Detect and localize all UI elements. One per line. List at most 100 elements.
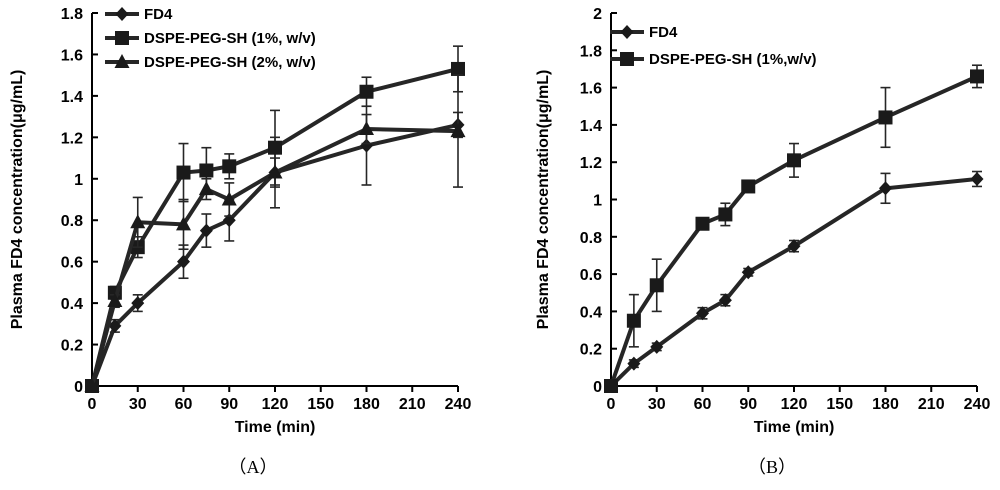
data-point bbox=[695, 216, 710, 231]
data-point bbox=[199, 223, 213, 238]
data-point bbox=[360, 138, 373, 153]
legend-label: DSPE-PEG-SH (1%,w/v) bbox=[649, 51, 817, 68]
data-series bbox=[84, 74, 466, 392]
data-point bbox=[741, 179, 756, 194]
legend-label: FD4 bbox=[144, 6, 173, 23]
series-line bbox=[609, 176, 978, 388]
data-point bbox=[107, 293, 123, 308]
x-tick-label: 30 bbox=[648, 396, 666, 413]
x-tick-label: 90 bbox=[220, 396, 238, 413]
y-tick-label: 1.2 bbox=[580, 155, 602, 172]
data-point bbox=[199, 163, 214, 178]
y-tick-label: 0.2 bbox=[61, 338, 83, 355]
data-point bbox=[718, 207, 733, 222]
y-tick-label: 0.6 bbox=[61, 255, 83, 272]
panel-label: （B） bbox=[748, 457, 796, 477]
legend-marker bbox=[115, 31, 129, 45]
data-point bbox=[177, 254, 190, 269]
x-tick-label: 210 bbox=[399, 396, 426, 413]
data-point bbox=[787, 153, 801, 168]
y-tick-label: 0.4 bbox=[580, 304, 602, 321]
data-point bbox=[222, 159, 237, 174]
data-series bbox=[604, 64, 984, 393]
data-point bbox=[878, 110, 893, 125]
x-tick-label: 240 bbox=[445, 396, 472, 413]
data-point bbox=[359, 121, 374, 136]
data-point bbox=[267, 164, 283, 179]
data-point bbox=[451, 61, 465, 76]
x-tick-label: 150 bbox=[307, 396, 334, 413]
legend: FD4 DSPE-PEG-SH (1%, w/v) DSPE-PEG-SH (2%,… bbox=[105, 6, 316, 71]
chart-panel-a: 0 0.2 0.4 0.6 0.8 1 1.2 1.4 1.6 1.8 0 30 60 90 120 150 1… bbox=[9, 6, 471, 477]
y-axis-title: Plasma FD4 concentration(μg/mL) bbox=[535, 70, 552, 330]
x-tick-label: 150 bbox=[826, 396, 853, 413]
x-tick-label: 0 bbox=[607, 396, 616, 413]
data-point bbox=[268, 140, 282, 155]
y-tick-label: 1.6 bbox=[580, 81, 602, 98]
y-tick-label: 1.4 bbox=[580, 118, 602, 135]
y-axis-title: Plasma FD4 concentration(μg/mL) bbox=[9, 70, 26, 330]
x-axis-title: Time (min) bbox=[754, 419, 835, 436]
legend-marker bbox=[115, 7, 129, 21]
data-point bbox=[696, 306, 709, 321]
y-tick-label: 0.4 bbox=[61, 296, 83, 313]
data-point bbox=[176, 165, 191, 180]
data-point bbox=[198, 181, 214, 196]
legend-label: DSPE-PEG-SH (2%, w/v) bbox=[144, 54, 316, 71]
y-tick-label: 1.2 bbox=[61, 130, 83, 147]
x-tick-label: 90 bbox=[739, 396, 757, 413]
y-tick-label: 0.8 bbox=[61, 213, 83, 230]
y-tick-label: 1.4 bbox=[61, 89, 83, 106]
panel-label: （A） bbox=[229, 457, 278, 477]
legend-label: DSPE-PEG-SH (1%, w/v) bbox=[144, 30, 316, 47]
x-tick-label: 60 bbox=[175, 396, 193, 413]
y-tick-label: 1.6 bbox=[61, 47, 83, 64]
data-point bbox=[108, 318, 122, 333]
data-point bbox=[84, 378, 100, 392]
data-point bbox=[879, 181, 892, 196]
y-tick-label: 1 bbox=[74, 172, 83, 189]
data-point bbox=[176, 216, 191, 231]
y-tick-label: 0.8 bbox=[580, 230, 602, 247]
legend-marker bbox=[620, 25, 634, 39]
data-point bbox=[650, 339, 664, 354]
data-point bbox=[649, 278, 664, 293]
x-tick-label: 30 bbox=[129, 396, 147, 413]
data-series bbox=[85, 45, 465, 393]
data-point bbox=[627, 356, 641, 371]
data-point bbox=[718, 293, 732, 308]
data-point bbox=[604, 379, 618, 393]
data-point bbox=[741, 265, 755, 280]
x-tick-label: 180 bbox=[872, 396, 899, 413]
x-tick-label: 180 bbox=[353, 396, 380, 413]
data-point bbox=[626, 313, 641, 328]
data-point bbox=[450, 123, 466, 138]
y-tick-label: 1.8 bbox=[580, 43, 602, 60]
y-tick-label: 0.6 bbox=[580, 267, 602, 284]
y-tick-label: 2 bbox=[593, 6, 602, 23]
y-tick-label: 1.8 bbox=[61, 6, 83, 23]
legend-marker bbox=[114, 54, 130, 68]
data-point bbox=[131, 296, 145, 311]
data-point bbox=[221, 191, 237, 206]
x-tick-label: 60 bbox=[694, 396, 712, 413]
y-tick-label: 1 bbox=[593, 193, 602, 210]
data-point bbox=[130, 214, 146, 229]
y-tick-label: 0 bbox=[593, 379, 602, 396]
x-tick-label: 240 bbox=[964, 396, 991, 413]
data-point bbox=[787, 239, 801, 254]
x-tick-label: 120 bbox=[262, 396, 289, 413]
y-tick-label: 0.2 bbox=[580, 342, 602, 359]
chart-panel-b: 0 0.2 0.4 0.6 0.8 1 1.2 1.4 1.6 1.8 2 0 30 60 90 120 150… bbox=[535, 6, 990, 477]
x-tick-label: 0 bbox=[88, 396, 97, 413]
data-point bbox=[970, 171, 984, 186]
legend-label: FD4 bbox=[649, 24, 678, 41]
data-point bbox=[970, 69, 984, 84]
x-axis-title: Time (min) bbox=[235, 419, 316, 436]
legend-marker bbox=[620, 52, 634, 66]
legend: FD4 DSPE-PEG-SH (1%,w/v) bbox=[610, 24, 817, 68]
y-tick-label: 0 bbox=[74, 379, 83, 396]
x-tick-label: 120 bbox=[781, 396, 808, 413]
data-point bbox=[359, 84, 374, 99]
